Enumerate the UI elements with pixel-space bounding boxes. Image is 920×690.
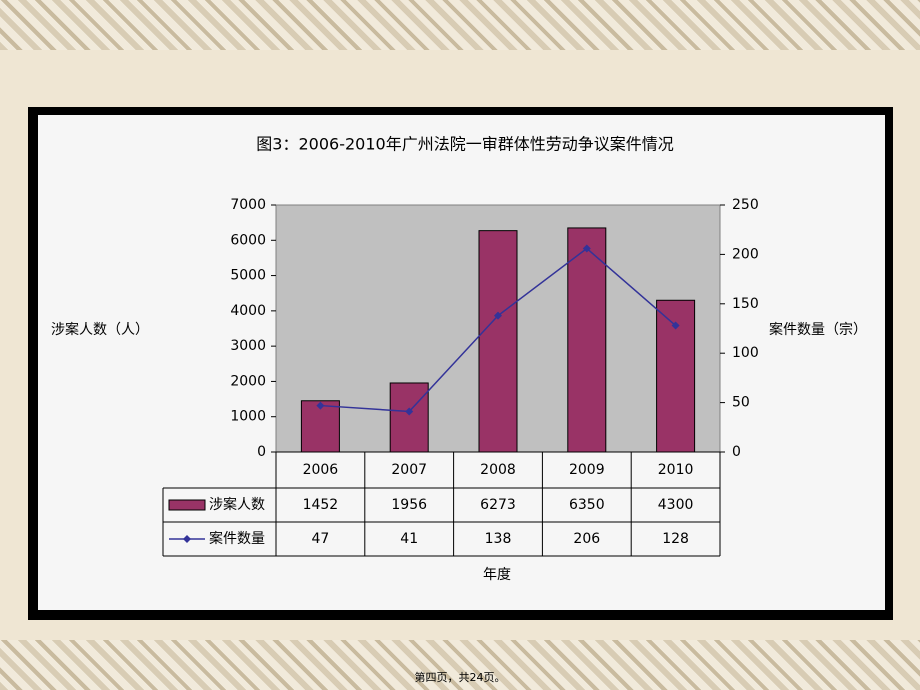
table-value: 1452 [303, 497, 339, 513]
x-tick-label: 2010 [658, 462, 694, 478]
legend-label: 涉案人数 [209, 496, 265, 513]
y-tick-label: 4000 [230, 303, 266, 319]
table-value: 206 [573, 531, 600, 547]
legend-marker [183, 535, 191, 543]
x-tick-label: 2009 [569, 462, 605, 478]
marker [671, 321, 680, 330]
legend-label: 案件数量 [209, 530, 265, 547]
y-tick-label: 2000 [230, 373, 266, 389]
y-tick-label: 5000 [230, 268, 266, 284]
bar [389, 382, 429, 453]
marker [405, 407, 414, 416]
y-tick-label: 3000 [230, 338, 266, 354]
bar [567, 227, 607, 453]
chart-title: 图3：2006-2010年广州法院一审群体性劳动争议案件情况 [256, 135, 673, 154]
x-tick-label: 2006 [303, 462, 339, 478]
table-value: 47 [311, 531, 329, 547]
y2-tick-label: 100 [732, 345, 759, 361]
bar [478, 230, 518, 453]
y2-tick-label: 200 [732, 246, 759, 262]
y-tick-label: 0 [257, 444, 266, 460]
table-value: 6273 [480, 497, 516, 513]
table-value: 4300 [658, 497, 694, 513]
marker [316, 401, 325, 410]
x-tick-label: 2008 [480, 462, 516, 478]
y2-tick-label: 250 [732, 197, 759, 213]
y2-tick-label: 150 [732, 296, 759, 312]
y-tick-label: 1000 [230, 409, 266, 425]
table-value: 138 [485, 531, 512, 547]
bottom-border [0, 640, 920, 690]
y2-tick-label: 0 [732, 444, 741, 460]
table-value: 1956 [391, 497, 427, 513]
top-border [0, 0, 920, 50]
y-axis-label: 涉案人数（人） [51, 321, 149, 338]
x-tick-label: 2007 [391, 462, 427, 478]
x-axis-label: 年度 [483, 567, 511, 583]
table-value: 41 [400, 531, 418, 547]
legend-swatch [168, 499, 206, 511]
y-tick-label: 6000 [230, 232, 266, 248]
y2-axis-label: 案件数量（宗） [769, 321, 867, 338]
table-value: 6350 [569, 497, 605, 513]
marker [494, 311, 502, 320]
marker [582, 244, 591, 253]
y2-tick-label: 50 [732, 395, 750, 411]
page-footer: 第四页，共24页。 [415, 670, 506, 684]
y-tick-label: 7000 [230, 197, 266, 213]
table-value: 128 [662, 531, 689, 547]
